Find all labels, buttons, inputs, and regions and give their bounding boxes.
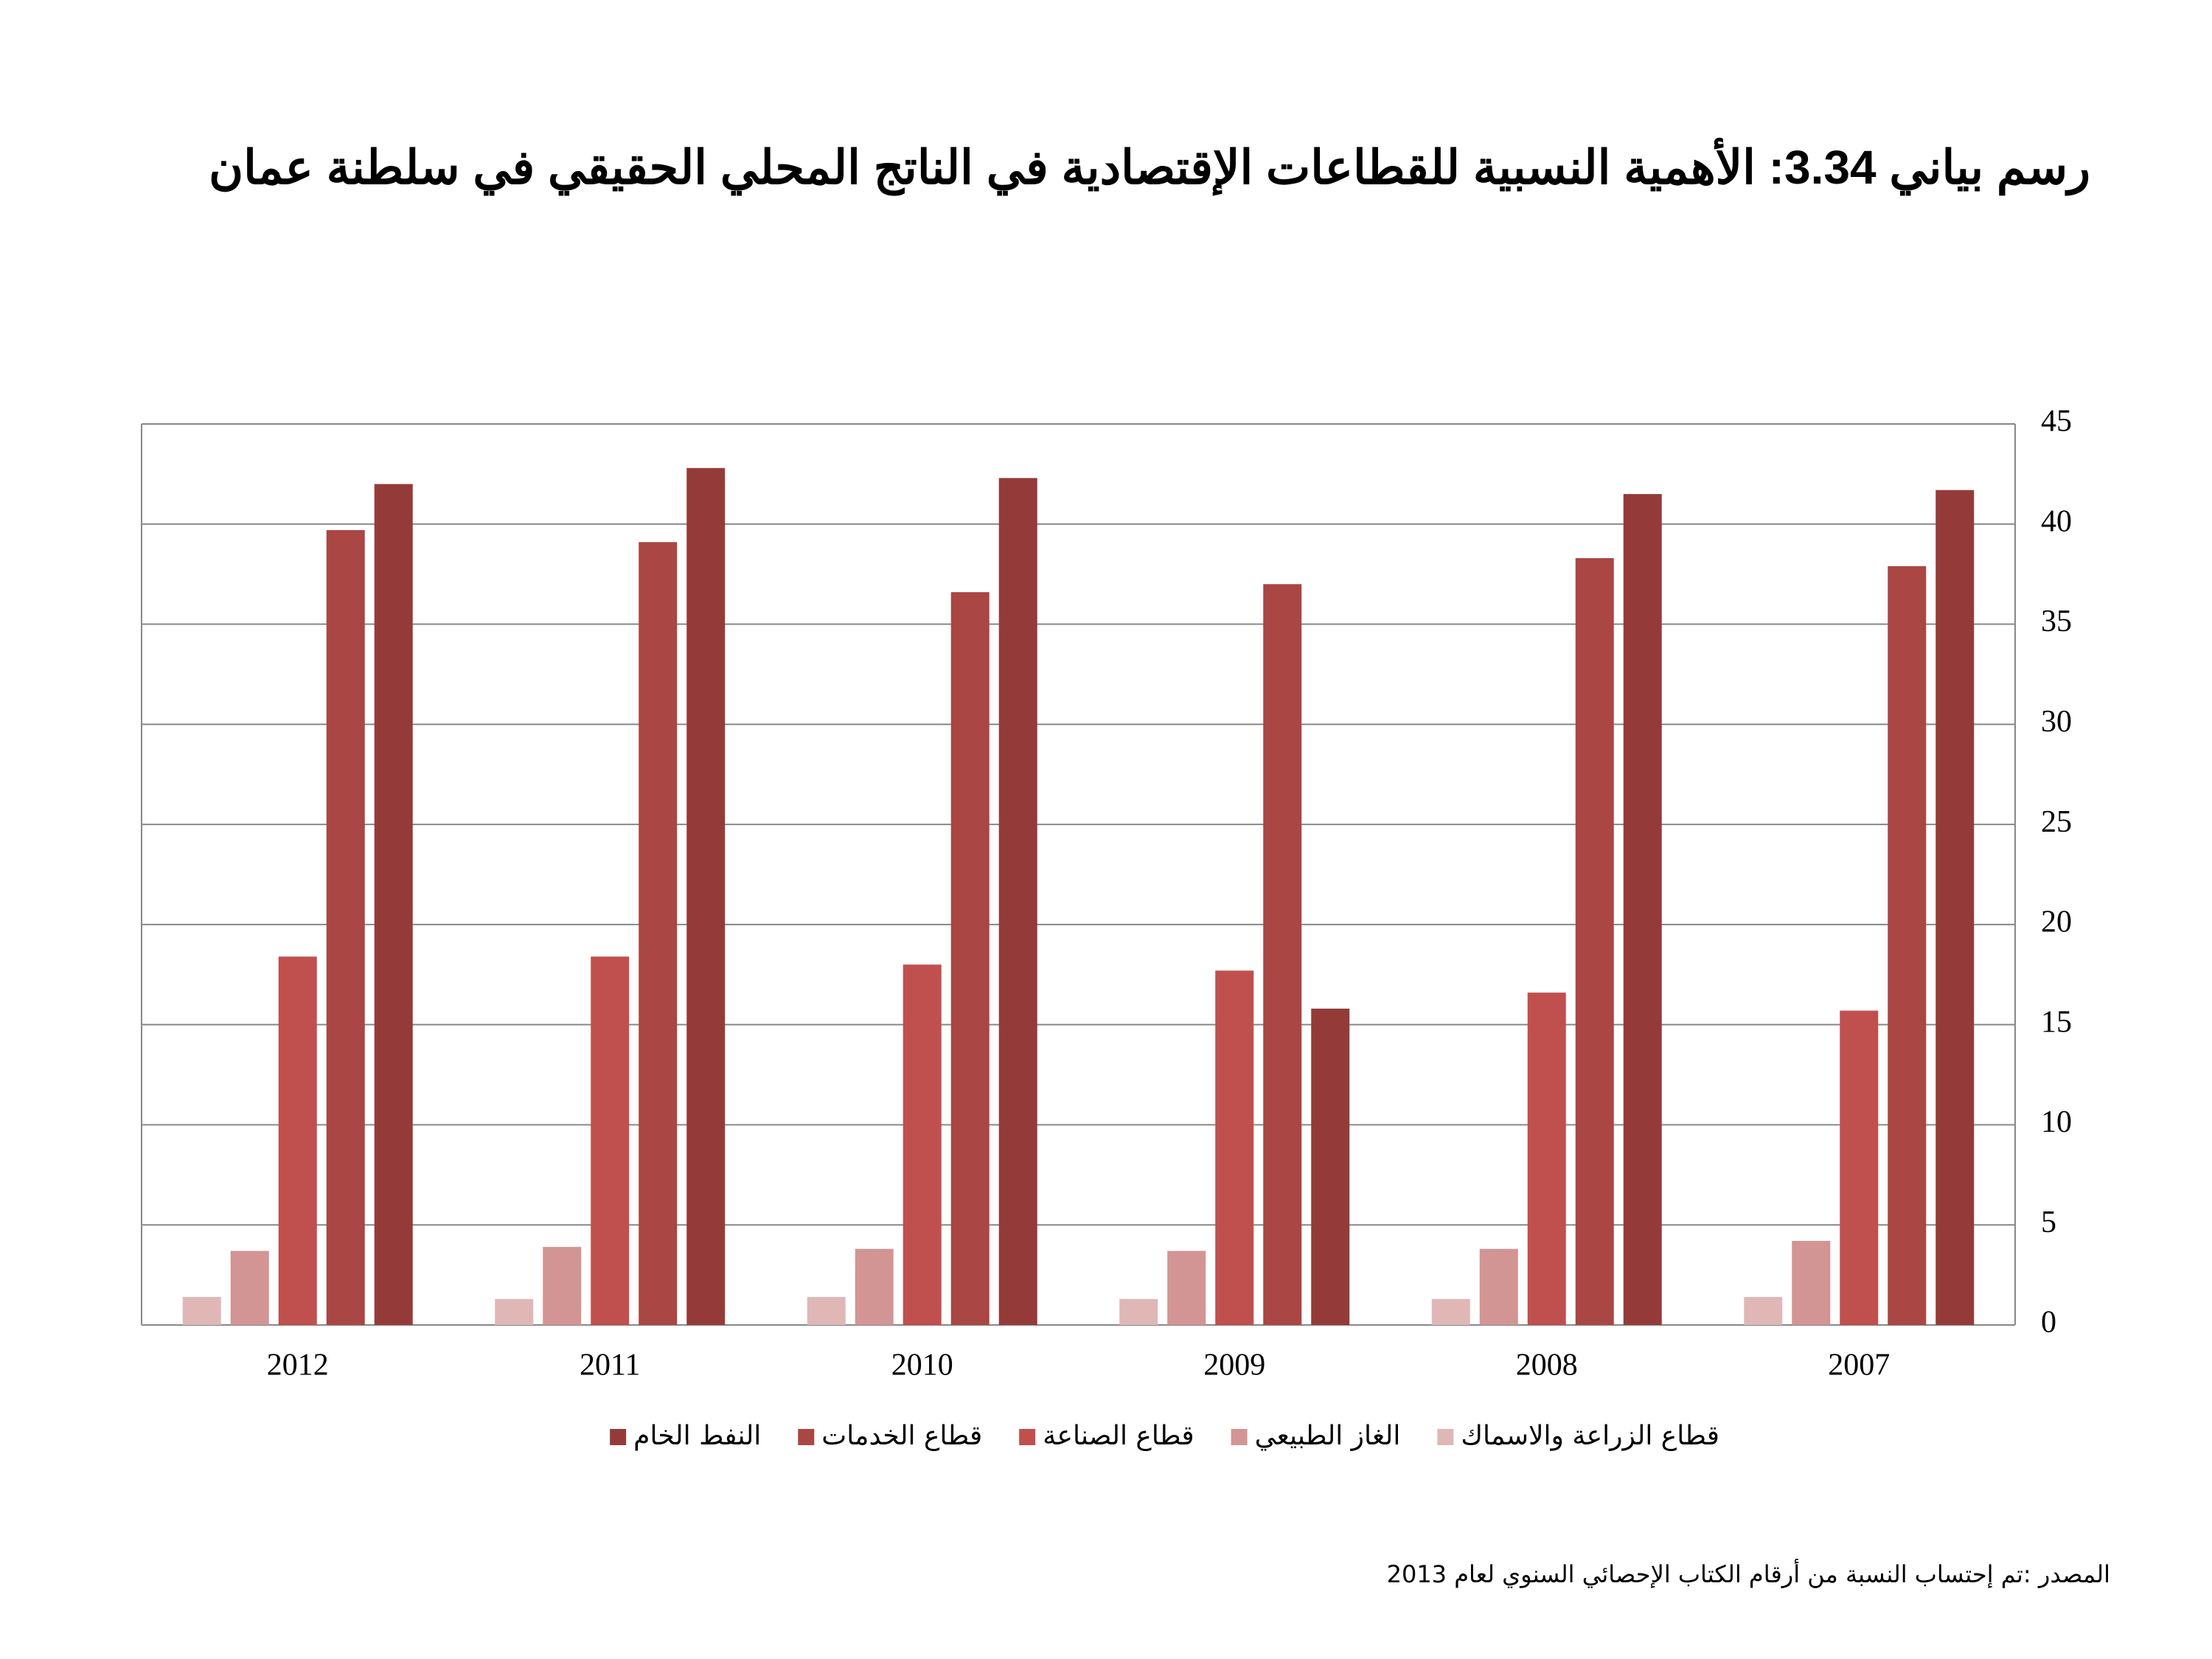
bar	[1888, 566, 1927, 1325]
y-tick-label: 0	[2041, 1306, 2056, 1340]
bar	[639, 542, 678, 1325]
legend-label: النفط الخام	[633, 1421, 761, 1451]
legend-swatch	[1019, 1429, 1036, 1445]
bar	[543, 1247, 582, 1325]
source-note: المصدر :تم إحتساب النسبة من أرقام الكتاب…	[1387, 1559, 2110, 1588]
legend-swatch	[1231, 1429, 1248, 1445]
y-tick-label: 15	[2041, 1005, 2072, 1039]
bar	[1792, 1240, 1831, 1325]
y-tick-label: 35	[2041, 605, 2072, 639]
bar	[1623, 494, 1662, 1325]
x-tick-label: 2007	[1828, 1349, 1890, 1382]
y-tick-label: 45	[2041, 405, 2072, 439]
bar	[182, 1296, 221, 1325]
x-tick-label: 2008	[1516, 1349, 1578, 1382]
bar	[1311, 1008, 1350, 1325]
bar	[374, 484, 413, 1325]
bar	[495, 1298, 534, 1325]
x-tick-label: 2012	[267, 1349, 329, 1382]
bar	[686, 467, 726, 1326]
bar	[807, 1296, 846, 1325]
legend-swatch	[798, 1429, 815, 1445]
y-tick-label: 10	[2041, 1105, 2072, 1139]
legend-label: قطاع الصناعة	[1043, 1421, 1194, 1451]
bar	[1840, 1010, 1879, 1325]
x-tick-label: 2011	[580, 1349, 640, 1382]
bar	[230, 1251, 269, 1325]
bar	[326, 529, 365, 1325]
bar	[950, 592, 990, 1325]
bar	[1935, 490, 1975, 1326]
legend-swatch	[1437, 1429, 1454, 1445]
bar	[1479, 1248, 1518, 1325]
y-tick-label: 25	[2041, 805, 2072, 839]
bar	[998, 478, 1037, 1325]
bar	[1431, 1298, 1470, 1325]
x-tick-label: 2009	[1203, 1349, 1265, 1382]
legend-label: قطاع الزراعة والاسماك	[1461, 1421, 1719, 1451]
bar	[278, 956, 317, 1325]
bar	[902, 964, 942, 1325]
chart-title: رسم بياني 3.34: الأهمية النسبية للقطاعات…	[209, 138, 2090, 196]
y-tick-label: 30	[2041, 705, 2072, 739]
bar	[591, 956, 630, 1325]
y-tick-label: 40	[2041, 504, 2072, 538]
bar	[1119, 1298, 1158, 1325]
bar	[855, 1248, 894, 1325]
x-tick-label: 2010	[891, 1349, 953, 1382]
legend-label: الغاز الطبيعي	[1255, 1421, 1401, 1451]
legend-label: قطاع الخدمات	[821, 1421, 982, 1451]
bar	[1744, 1296, 1783, 1325]
bar	[1215, 970, 1254, 1325]
y-tick-label: 20	[2041, 905, 2072, 939]
bar	[1575, 557, 1614, 1326]
bar	[1167, 1251, 1206, 1325]
bar	[1263, 584, 1302, 1325]
y-tick-label: 5	[2041, 1206, 2056, 1239]
bar	[1527, 992, 1566, 1325]
legend-swatch	[610, 1429, 627, 1445]
